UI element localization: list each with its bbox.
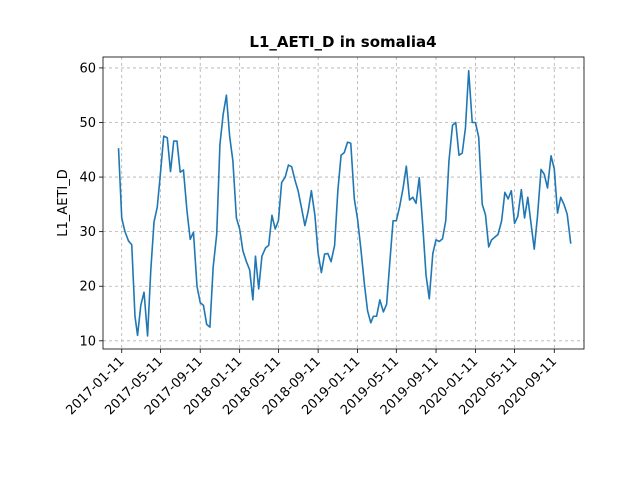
y-tick-label: 50 (79, 116, 96, 131)
series-line (117, 69, 572, 337)
y-axis-label: L1_AETI_D (56, 169, 71, 236)
chart-title: L1_AETI_D in somalia4 (249, 33, 436, 51)
y-tick-label: 20 (79, 280, 96, 295)
series-layer (117, 69, 572, 337)
y-tick-label: 30 (79, 225, 96, 240)
y-tick-label: 10 (79, 334, 96, 349)
y-tick-label: 40 (79, 171, 96, 186)
y-tick-label: 60 (79, 61, 96, 76)
plot-area-frame (102, 56, 585, 350)
y-axis: 10 20 30 40 50 60 (79, 61, 103, 349)
grid-layer (103, 57, 584, 349)
